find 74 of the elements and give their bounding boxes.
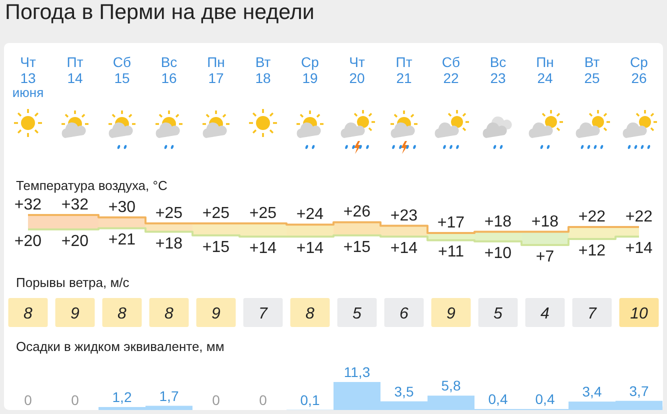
data-label: 5 [494, 306, 503, 322]
x-tick-label: Вт 25 [584, 54, 600, 86]
data-label: 0 [212, 392, 220, 408]
x-tick-label: Вт 18 [255, 54, 272, 86]
data-label: 0,4 [535, 391, 555, 408]
data-label: +32 [61, 196, 89, 214]
data-label: +32 [14, 196, 42, 214]
data-label: 0 [71, 392, 80, 408]
data-label: 3,5 [394, 383, 414, 400]
data-label: +30 [108, 198, 136, 216]
data-label: 7 [258, 306, 269, 322]
data-label: 10 [630, 306, 648, 322]
data-label: 9 [70, 306, 80, 322]
data-label: +14 [390, 240, 418, 258]
data-label: +21 [108, 232, 136, 249]
x-tick-label: Пт 21 [396, 54, 413, 86]
data-label: +25 [249, 204, 277, 222]
data-label: +14 [296, 240, 324, 258]
data-label: +20 [61, 232, 89, 250]
data-label: 9 [212, 306, 221, 322]
data-label: 11,3 [344, 364, 370, 380]
data-label: +10 [484, 244, 512, 262]
x-tick-label: Пн 24 [536, 54, 554, 86]
data-label: 5 [352, 306, 362, 322]
chart-subtitle: Температура воздуха, °C [16, 178, 168, 193]
data-label: 0 [24, 392, 32, 408]
chart-title: Порывы ветра, м/с [16, 275, 130, 290]
data-label: 0,1 [300, 392, 320, 408]
x-tick-label: Вс 23 [490, 54, 506, 86]
data-label: 3,7 [629, 382, 649, 399]
data-label: +11 [438, 244, 464, 261]
data-label: 1,2 [112, 389, 132, 406]
chart-title: Осадки в жидком эквиваленте, мм [16, 339, 224, 354]
data-label: 7 [588, 306, 598, 322]
x-tick-label: Пт 14 [66, 54, 84, 86]
data-label: +14 [249, 240, 277, 258]
data-label: +25 [155, 204, 183, 222]
data-label: 0 [259, 392, 268, 408]
x-tick-label: Вс 16 [160, 54, 178, 86]
data-label: +22 [625, 208, 653, 226]
x-tick-label: Чт 20 [349, 54, 366, 86]
data-label: +25 [202, 204, 230, 222]
data-label: +26 [343, 204, 371, 221]
data-label: 6 [400, 306, 409, 322]
x-tick-label: Чт 13 июня [12, 54, 44, 100]
data-label: 9 [446, 306, 456, 322]
data-label: +18 [484, 213, 512, 230]
data-label: +15 [202, 238, 230, 256]
data-label: 0,4 [488, 391, 508, 408]
data-label: 8 [118, 306, 127, 322]
chart-title: Погода в Перми на две недели [5, 0, 314, 24]
x-tick-label: Сб 15 [112, 54, 132, 86]
data-label: 4 [540, 306, 550, 322]
data-label: +18 [155, 235, 183, 252]
data-label: 3,4 [582, 384, 602, 400]
x-tick-label: Ср 19 [301, 54, 320, 86]
data-label: +12 [578, 242, 606, 260]
data-label: 8 [306, 306, 315, 322]
data-label: +23 [390, 207, 418, 224]
data-label: 8 [24, 306, 33, 322]
data-label: +18 [531, 213, 559, 230]
data-label: +14 [625, 240, 653, 258]
data-label: +24 [296, 206, 324, 224]
data-label: +20 [14, 232, 42, 250]
data-label: 1,7 [159, 388, 179, 404]
data-label: +17 [437, 214, 465, 232]
data-label: 5,8 [441, 378, 461, 394]
x-tick-label: Пн 17 [207, 54, 225, 86]
x-tick-label: Сб 22 [442, 54, 460, 86]
data-label: +22 [578, 208, 606, 226]
data-label: 8 [164, 306, 174, 322]
x-tick-label: Ср 26 [630, 54, 648, 86]
data-label: +7 [536, 248, 554, 266]
data-label: +15 [343, 238, 371, 256]
